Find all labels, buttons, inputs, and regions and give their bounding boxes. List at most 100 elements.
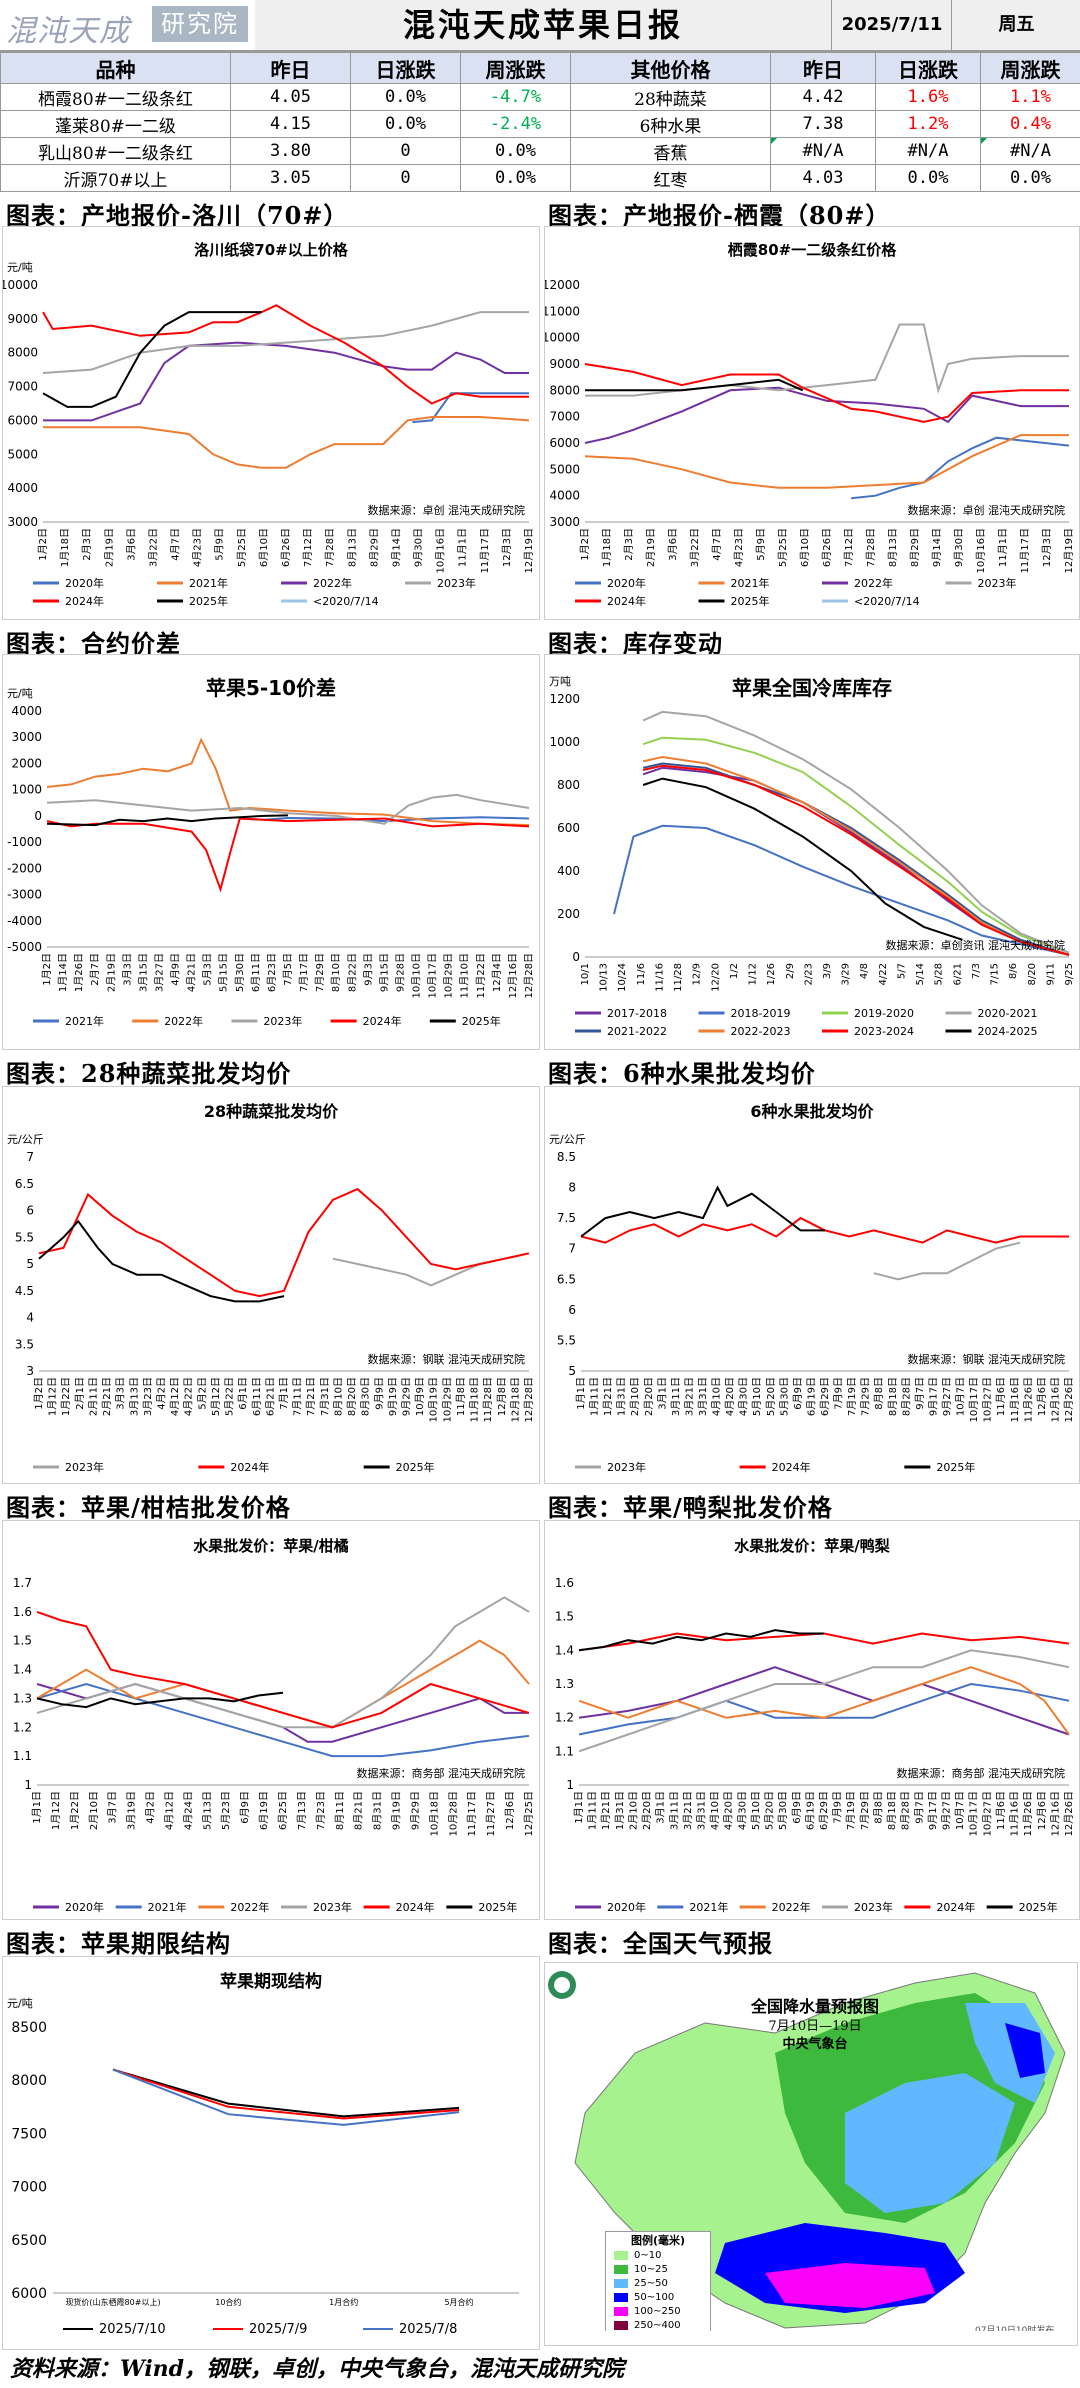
x-tick-label: 9月7日: [914, 1377, 926, 1410]
x-tick-label: 8月29日: [368, 528, 380, 567]
y-tick-label: -1000: [7, 835, 42, 849]
x-tick-label: 3月13日: [128, 1377, 140, 1416]
x-tick-label: 7月31日: [319, 1377, 331, 1416]
panel-title: 图表：产地报价-栖霞（80#）: [548, 201, 891, 230]
x-tick-label: 5月12日: [210, 1377, 222, 1416]
x-tick-label: 10月16日: [435, 528, 447, 573]
y-tick-label: -5000: [7, 940, 42, 954]
y-tick-label: 1.6: [13, 1605, 32, 1619]
x-tick-label: 6月29日: [818, 1791, 830, 1830]
x-tick-label: 4月7日: [711, 528, 723, 561]
x-tick-label: 1/26: [766, 963, 777, 985]
map-legend-label: 25~50: [634, 2277, 668, 2289]
series-line: [43, 416, 530, 469]
y-tick-label: 7500: [11, 2126, 47, 2142]
series-line: [112, 2068, 460, 2120]
x-tick-label: 1月18日: [601, 528, 613, 567]
legend-label: 2024年: [607, 594, 646, 608]
x-tick-label: 5月25日: [236, 528, 248, 567]
panel-title: 图表：苹果期限结构: [6, 1929, 231, 1958]
x-tick-label: 12月6日: [1036, 1791, 1048, 1830]
y-axis-unit: 元/吨: [7, 1997, 33, 2010]
x-tick-label: 1月21日: [602, 1377, 614, 1416]
table-cell: #N/A: [980, 137, 1080, 165]
x-tick-label: 5月30日: [778, 1377, 790, 1416]
series-line: [580, 1185, 825, 1238]
x-tick-label: 3月7日: [107, 1791, 119, 1824]
x-tick-label: 2月10日: [627, 1791, 639, 1830]
y-tick-label: 8.5: [557, 1150, 576, 1164]
y-tick-label: 9000: [549, 357, 580, 371]
legend-label: 2022-2023: [731, 1025, 791, 1038]
x-tick-label: 12月3日: [1041, 528, 1053, 567]
x-tick-label: 3月21日: [682, 1791, 694, 1830]
y-tick-label: 8500: [11, 2020, 47, 2036]
x-tick-label: 6月21日: [264, 1377, 276, 1416]
map-legend-item: 25~50: [606, 2276, 710, 2290]
y-tick-label: 6000: [7, 413, 38, 427]
legend-label: 2025/7/10: [99, 2322, 166, 2337]
x-tick-label: 7月13日: [296, 1791, 308, 1830]
x-tick-label: 4月20日: [724, 1377, 736, 1416]
legend-label: 2021-2022: [607, 1025, 667, 1038]
x-tick-label: 12月4日: [491, 953, 503, 992]
x-tick-label: 2月10日: [629, 1377, 641, 1416]
x-tick-label: 6月23日: [266, 953, 278, 992]
x-tick-label: 4月21日: [186, 953, 198, 992]
x-tick-label: 4月23日: [192, 528, 204, 567]
table-cell: 栖霞80#一二级条红: [0, 83, 231, 111]
x-tick-label: 10月7日: [954, 1791, 966, 1830]
y-tick-label: 6500: [11, 2233, 47, 2249]
y-tick-label: 0: [572, 950, 580, 964]
x-tick-label: 12月6日: [1036, 1377, 1048, 1416]
legend-label: <2020/7/14: [854, 595, 920, 608]
y-tick-label: 800: [557, 778, 580, 792]
legend-label: 2023年: [607, 1460, 646, 1474]
chart-source: 数据来源：卓创资讯 混沌天成研究院: [886, 938, 1066, 952]
table-cell: 4.03: [770, 164, 876, 192]
series-line: [578, 1629, 824, 1652]
x-tick-label: 8月13日: [887, 528, 899, 567]
chart-source: 数据来源：商务部 混沌天成研究院: [357, 1766, 526, 1780]
x-tick-label: 8月31日: [372, 1791, 384, 1830]
x-tick-label: 11月17日: [479, 528, 491, 573]
x-tick-label: 8月10日: [330, 953, 342, 992]
x-tick-label: 6月11日: [250, 953, 262, 992]
x-tick-label: 8月13日: [346, 528, 358, 567]
x-tick-label: 8月18日: [886, 1791, 898, 1830]
series-line: [584, 363, 1069, 423]
y-tick-label: 5000: [549, 462, 580, 476]
x-tick-label: 8月10日: [332, 1377, 344, 1416]
legend-label: 2023年: [854, 1900, 893, 1914]
x-tick-label: 12月6日: [504, 1791, 516, 1830]
x-tick-label: 12月28日: [523, 1377, 535, 1422]
x-tick-label: 11月17日: [1019, 528, 1031, 573]
footer-sources: 资料来源：Wind，钢联，卓创，中央气象台，混沌天成研究院: [10, 2356, 625, 2382]
x-tick-label: 9月17日: [927, 1791, 939, 1830]
x-tick-label: 12月16日: [1049, 1377, 1061, 1422]
x-tick-label: 9月19日: [387, 1377, 399, 1416]
x-tick-label: 4月12日: [169, 1377, 181, 1416]
x-tick-label: 1月1日: [31, 1791, 43, 1824]
y-tick-label: 7000: [7, 380, 38, 394]
x-tick-label: 6月29日: [819, 1377, 831, 1416]
table-cell: 0.0%: [350, 110, 461, 138]
x-tick-label: 11/6: [636, 963, 647, 985]
x-tick-label: 9月3日: [362, 953, 374, 986]
x-tick-label: 3月19日: [126, 1791, 138, 1830]
x-tick-label: 7月28日: [865, 528, 877, 567]
legend-label: 2025/7/8: [399, 2322, 457, 2337]
x-tick-label: 11月1日: [457, 528, 469, 567]
report-date: 2025/7/11: [831, 0, 952, 50]
x-tick-label: 12月3日: [501, 528, 513, 567]
panel-title: 图表：合约价差: [6, 629, 181, 658]
table-cell: 7.38: [770, 110, 876, 138]
chart-apple-citrus: 水果批发价：苹果/柑橘 1 1.1 1.2 1.3 1.4 1.5 1.6 1.7 1月1日 1月1…: [13, 1537, 535, 1914]
y-tick-label: 8000: [7, 346, 38, 360]
y-tick-label: 1200: [549, 692, 580, 706]
legend-label: 2023年: [263, 1014, 302, 1028]
y-tick-label: 10000: [545, 331, 580, 345]
x-tick-label: 6月19日: [258, 1791, 270, 1830]
